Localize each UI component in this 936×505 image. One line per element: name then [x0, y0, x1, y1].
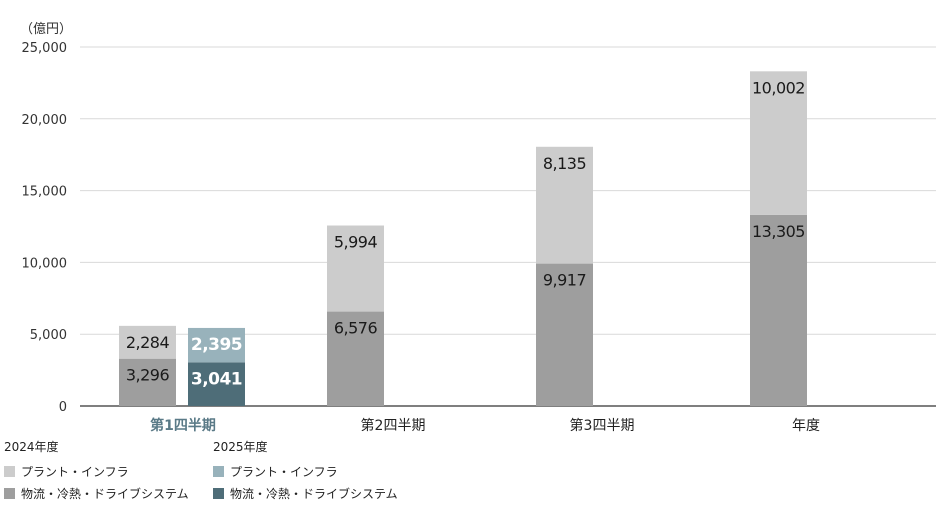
legend-2025: 2025年度 プラント・インフラ 物流・冷熱・ドライブシステム [213, 438, 398, 505]
legend-swatch [213, 487, 224, 499]
legend-2024-item-plant: プラント・インフラ [4, 461, 189, 481]
data-label: 3,296 [126, 366, 170, 385]
legend-label: 物流・冷熱・ドライブシステム [21, 486, 189, 501]
y-axis-ticks: 0 5,000 10,000 15,000 20,000 25,000 [22, 41, 68, 415]
legend-label: 物流・冷熱・ドライブシステム [230, 486, 398, 501]
y-tick-label: 15,000 [22, 185, 68, 200]
data-label: 10,002 [752, 78, 805, 97]
bar-segment [119, 358, 176, 406]
y-tick-label: 20,000 [22, 113, 68, 128]
data-label: 2,395 [191, 335, 242, 355]
legend-label: プラント・インフラ [21, 464, 129, 479]
x-tick-label: 年度 [792, 418, 820, 434]
legend-swatch [4, 487, 15, 499]
x-tick-label: 第3四半期 [570, 417, 635, 434]
x-axis-labels: 第1四半期 第2四半期 第3四半期 年度 [150, 417, 820, 434]
y-tick-label: 0 [59, 400, 67, 415]
legend-swatch [4, 465, 15, 477]
y-tick-label: 5,000 [30, 328, 67, 343]
x-tick-label: 第1四半期 [150, 417, 216, 434]
y-tick-label: 10,000 [22, 256, 68, 271]
legend-swatch [213, 465, 224, 477]
data-label: 13,305 [752, 222, 805, 241]
data-label: 8,135 [543, 154, 586, 173]
legend-2025-item-plant: プラント・インフラ [213, 461, 398, 481]
legend-2024-title: 2024年度 [4, 440, 59, 454]
y-axis-unit-label: （億円） [20, 21, 72, 37]
data-label: 6,576 [334, 319, 378, 338]
bar-segment [536, 263, 593, 406]
legend-label: プラント・インフラ [230, 464, 338, 479]
bar-segment [750, 214, 807, 406]
data-label: 3,041 [191, 369, 242, 389]
x-tick-label: 第2四半期 [361, 417, 426, 434]
bar-segment [119, 325, 176, 359]
bar-segment [327, 225, 384, 312]
bar-segment [536, 146, 593, 264]
bars: 3,296 2,284 6,576 5,994 9,917 8,135 13,305 10,0… [119, 71, 807, 406]
legend-2024-item-logistics: 物流・冷熱・ドライブシステム [4, 483, 189, 503]
data-label: 5,994 [334, 232, 378, 251]
bar-segment [750, 71, 807, 215]
data-label: 9,917 [543, 271, 586, 290]
y-tick-label: 25,000 [22, 41, 68, 56]
legend-2024: 2024年度 プラント・インフラ 物流・冷熱・ドライブシステム [4, 438, 189, 505]
data-label: 2,284 [126, 333, 170, 352]
legend-2025-title: 2025年度 [213, 440, 268, 454]
bar-segment [188, 327, 245, 363]
legend-2025-item-logistics: 物流・冷熱・ドライブシステム [213, 483, 398, 503]
bar-segment [327, 311, 384, 406]
bar-segment [188, 362, 245, 406]
stacked-bar-chart: （億円） 0 5,000 10,000 15,000 20,000 25,000 3,29… [20, 21, 936, 434]
